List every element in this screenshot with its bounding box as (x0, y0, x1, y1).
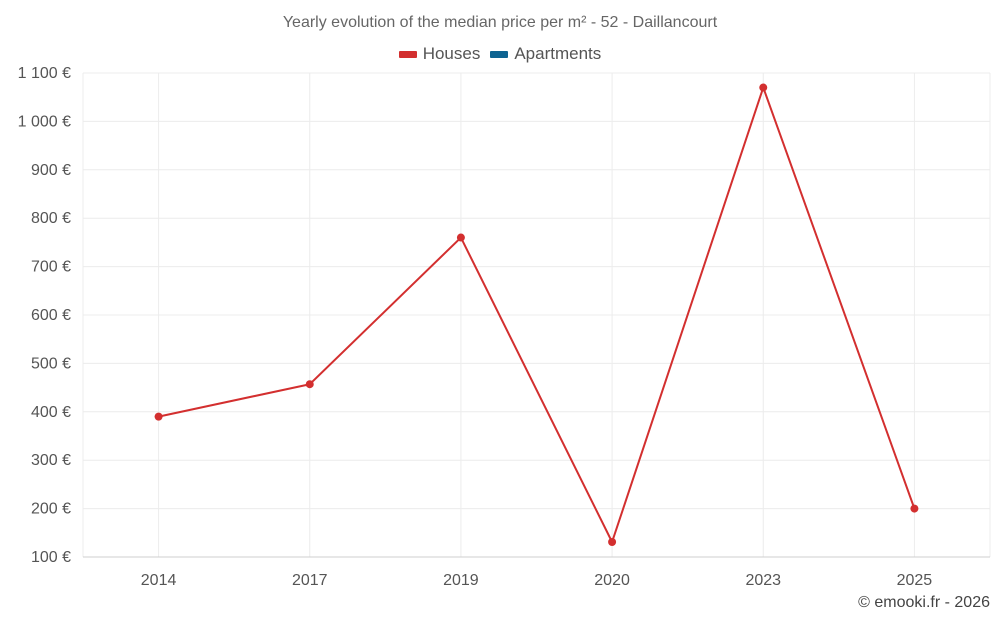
legend: Houses Apartments (0, 44, 1000, 64)
legend-swatch-apartments (490, 50, 509, 58)
legend-swatch-houses (398, 50, 417, 58)
data-point-houses-2023 (759, 83, 768, 92)
y-tick-label: 200 € (31, 501, 71, 518)
y-tick-label: 900 € (31, 162, 71, 179)
data-point-houses-2020 (608, 537, 617, 546)
y-tick-label: 1 100 € (18, 65, 71, 82)
data-point-houses-2017 (305, 380, 314, 389)
x-tick-label: 2020 (594, 572, 630, 589)
series-line-houses (158, 86, 916, 543)
data-point-houses-2019 (456, 233, 465, 242)
x-tick-label: 2025 (897, 572, 933, 589)
y-tick-label: 400 € (31, 404, 71, 421)
y-tick-label: 300 € (31, 452, 71, 469)
y-tick-label: 500 € (31, 355, 71, 372)
legend-label-apartments: Apartments (514, 44, 602, 63)
data-point-houses-2025 (910, 504, 919, 513)
x-tick-label: 2023 (745, 572, 781, 589)
y-tick-label: 800 € (31, 210, 71, 227)
y-tick-label: 1 000 € (18, 113, 71, 130)
y-tick-label: 600 € (31, 307, 71, 324)
x-tick-label: 2017 (292, 572, 328, 589)
y-tick-label: 100 € (31, 549, 71, 566)
x-tick-label: 2019 (443, 572, 479, 589)
y-tick-label: 700 € (31, 259, 71, 276)
legend-label-houses: Houses (422, 44, 481, 63)
legend-item-houses[interactable]: Houses (398, 44, 481, 64)
chart-title: Yearly evolution of the median price per… (282, 14, 718, 31)
credit-text: © emooki.fr - 2026 (858, 594, 990, 611)
x-tick-label: 2014 (141, 572, 177, 589)
data-point-houses-2014 (154, 412, 163, 421)
legend-item-apartments[interactable]: Apartments (490, 44, 601, 64)
